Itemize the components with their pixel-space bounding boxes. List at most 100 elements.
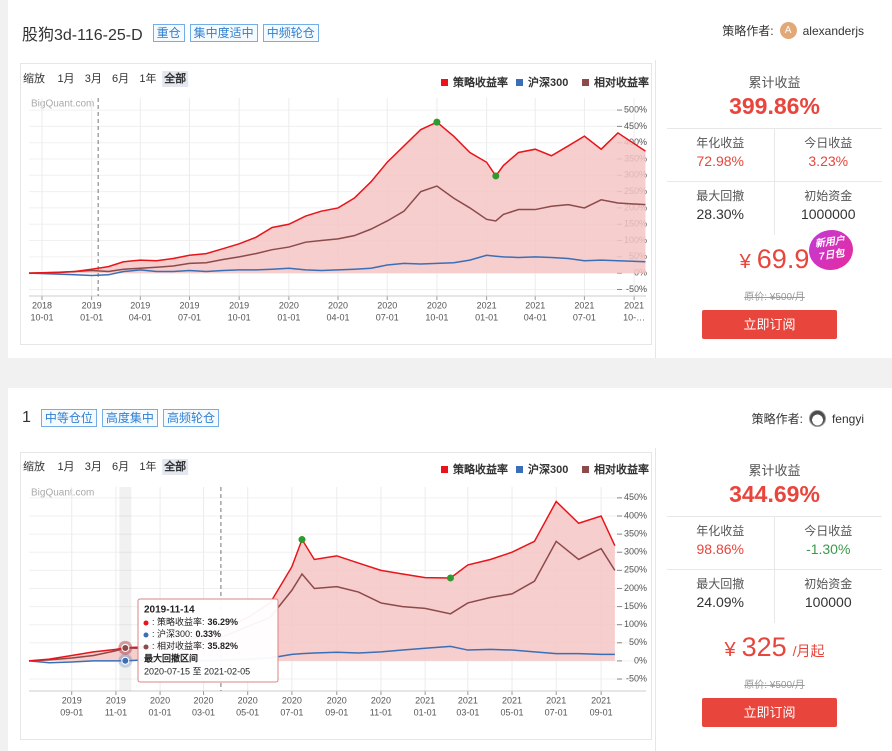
x-tick-label: 04-01 <box>524 312 547 322</box>
stat-label: 初始资金 <box>804 577 853 591</box>
x-tick-label: 2021 <box>574 300 594 310</box>
y-tick-label: 300% <box>624 547 647 557</box>
stat: 初始资金 100000 <box>775 570 883 623</box>
author-name[interactable]: alexanderjs <box>802 23 864 38</box>
subscribe-button[interactable]: 立即订阅 <box>702 310 837 339</box>
summary-panel: 累计收益 399.86% 年化收益 72.98% 今日收益 3.23% 最大回撤 28.30%… <box>655 60 892 358</box>
x-tick-label: 04-01 <box>327 312 350 322</box>
stat-label: 今日收益 <box>804 136 853 150</box>
y-tick-label: 200% <box>624 583 647 593</box>
total-value: 344.69% <box>729 481 820 507</box>
card-header: 股狗3d-116-25-D 重仓 集中度适中 中频轮仓 <box>22 21 319 45</box>
x-tick-label: 07-01 <box>280 707 303 717</box>
range-button[interactable]: 6月 <box>112 461 129 473</box>
legend-label[interactable]: 沪深300 <box>528 75 568 89</box>
total-value: 399.86% <box>729 93 820 119</box>
avatar <box>808 410 826 427</box>
stat-value: 1000000 <box>800 206 856 222</box>
legend-swatch <box>582 466 589 473</box>
stat: 年化收益 72.98% <box>667 129 775 182</box>
stats-grid: 年化收益 98.86% 今日收益 -1.30% 最大回撤 24.09% 初始资金 100000 <box>667 516 882 623</box>
total-label: 累计收益 <box>748 75 801 90</box>
currency: ¥ <box>739 251 751 273</box>
chart: 缩放 1月 3月 6月 1年 全部 策略收益率 沪深300 相对收益率 BigQuant.com -… <box>23 459 649 717</box>
x-tick-label: 04-01 <box>129 312 152 322</box>
stat-label: 年化收益 <box>696 136 745 150</box>
x-tick-label: 2020 <box>238 695 258 705</box>
hover-point <box>121 656 130 665</box>
range-button[interactable]: 1年 <box>139 71 156 85</box>
stat-value: 28.30% <box>696 206 744 222</box>
legend-swatch <box>516 79 523 86</box>
x-tick-label: 11-01 <box>105 707 127 717</box>
drawdown-point <box>433 118 441 126</box>
author-name[interactable]: fengyi <box>831 411 864 426</box>
legend-label[interactable]: 沪深300 <box>528 462 568 476</box>
stat-value: 98.86% <box>696 541 744 557</box>
price: ¥69.9 <box>656 244 892 275</box>
range-button[interactable]: 3月 <box>85 461 102 473</box>
x-tick-label: 10-01 <box>30 312 53 322</box>
price-unit: /月起 <box>792 643 825 659</box>
author-label: 策略作者: <box>751 412 803 426</box>
x-tick-label: 2020 <box>327 695 347 705</box>
stat: 最大回撤 28.30% <box>667 182 775 235</box>
legend-label[interactable]: 相对收益率 <box>594 462 649 476</box>
range-selected <box>162 459 189 475</box>
tooltip-row-value: 35.82% <box>208 641 239 651</box>
x-tick-label: 07-01 <box>545 707 568 717</box>
author: 策略作者: fengyi <box>752 410 864 427</box>
range-button[interactable]: 全部 <box>163 71 186 85</box>
tooltip-row: : 沪深300: 0.33% <box>152 628 221 639</box>
tag: 重仓 <box>152 24 185 42</box>
y-tick-label: 450% <box>624 121 647 131</box>
stat-value: 72.98% <box>696 153 744 169</box>
legend-label[interactable]: 相对收益率 <box>594 75 649 89</box>
tag: 高频轮仓 <box>162 409 219 427</box>
stat: 初始资金 1000000 <box>775 182 883 235</box>
stat: 今日收益 3.23% <box>774 129 882 182</box>
tooltip-bullet <box>143 644 149 650</box>
currency: ¥ <box>724 639 736 661</box>
x-tick-label: 2020 <box>282 695 302 705</box>
x-tick-label: 05-01 <box>501 707 524 717</box>
range-button[interactable]: 1月 <box>57 461 74 473</box>
strategy-title[interactable]: 1 <box>22 409 31 426</box>
legend-label[interactable]: 策略收益率 <box>452 75 508 89</box>
legend-label[interactable]: 策略收益率 <box>452 462 508 476</box>
range-button[interactable]: 1月 <box>57 73 74 85</box>
subscribe-button[interactable]: 立即订阅 <box>702 698 837 727</box>
original-price: 原价: ¥500/月 <box>744 680 805 691</box>
series-line <box>28 121 646 274</box>
legend-swatch <box>441 79 448 86</box>
range-button[interactable]: 3月 <box>85 73 102 85</box>
x-tick-label: 2021 <box>624 300 644 310</box>
x-tick-label: 01-01 <box>277 312 300 322</box>
y-tick-label: 50% <box>629 637 647 647</box>
range-button[interactable]: 1年 <box>139 459 156 473</box>
range-button[interactable]: 6月 <box>112 73 129 85</box>
chart-box: 缩放 1月 3月 6月 1年 全部 策略收益率 沪深300 相对收益率 BigQuant.com -… <box>20 63 652 345</box>
tooltip-drawdown-range: 2020-07-15 至 2021-02-05 <box>144 666 250 676</box>
zoom-label: 缩放 <box>23 459 45 473</box>
stat-value: -1.30% <box>806 541 851 557</box>
x-tick-label: 2021 <box>525 300 545 310</box>
x-tick-label: 03-01 <box>192 707 215 717</box>
tooltip-row-label: : 相对收益率: <box>152 640 205 651</box>
total-label: 累计收益 <box>748 463 801 478</box>
x-tick-label: 07-01 <box>376 312 399 322</box>
price-amount: 325 <box>741 632 787 662</box>
hover-point <box>121 643 130 652</box>
range-button[interactable]: 全部 <box>163 459 186 473</box>
x-tick-label: 2020 <box>328 300 348 310</box>
x-tick-label: 2019 <box>179 300 199 310</box>
card-header: 1 中等仓位 高度集中 高频轮仓 <box>22 409 219 427</box>
strategy-title[interactable]: 股狗3d-116-25-D <box>22 27 143 44</box>
y-tick-label: 500% <box>624 104 647 114</box>
x-tick-label: 03-01 <box>456 707 479 717</box>
x-tick-label: 10-… <box>623 312 645 322</box>
